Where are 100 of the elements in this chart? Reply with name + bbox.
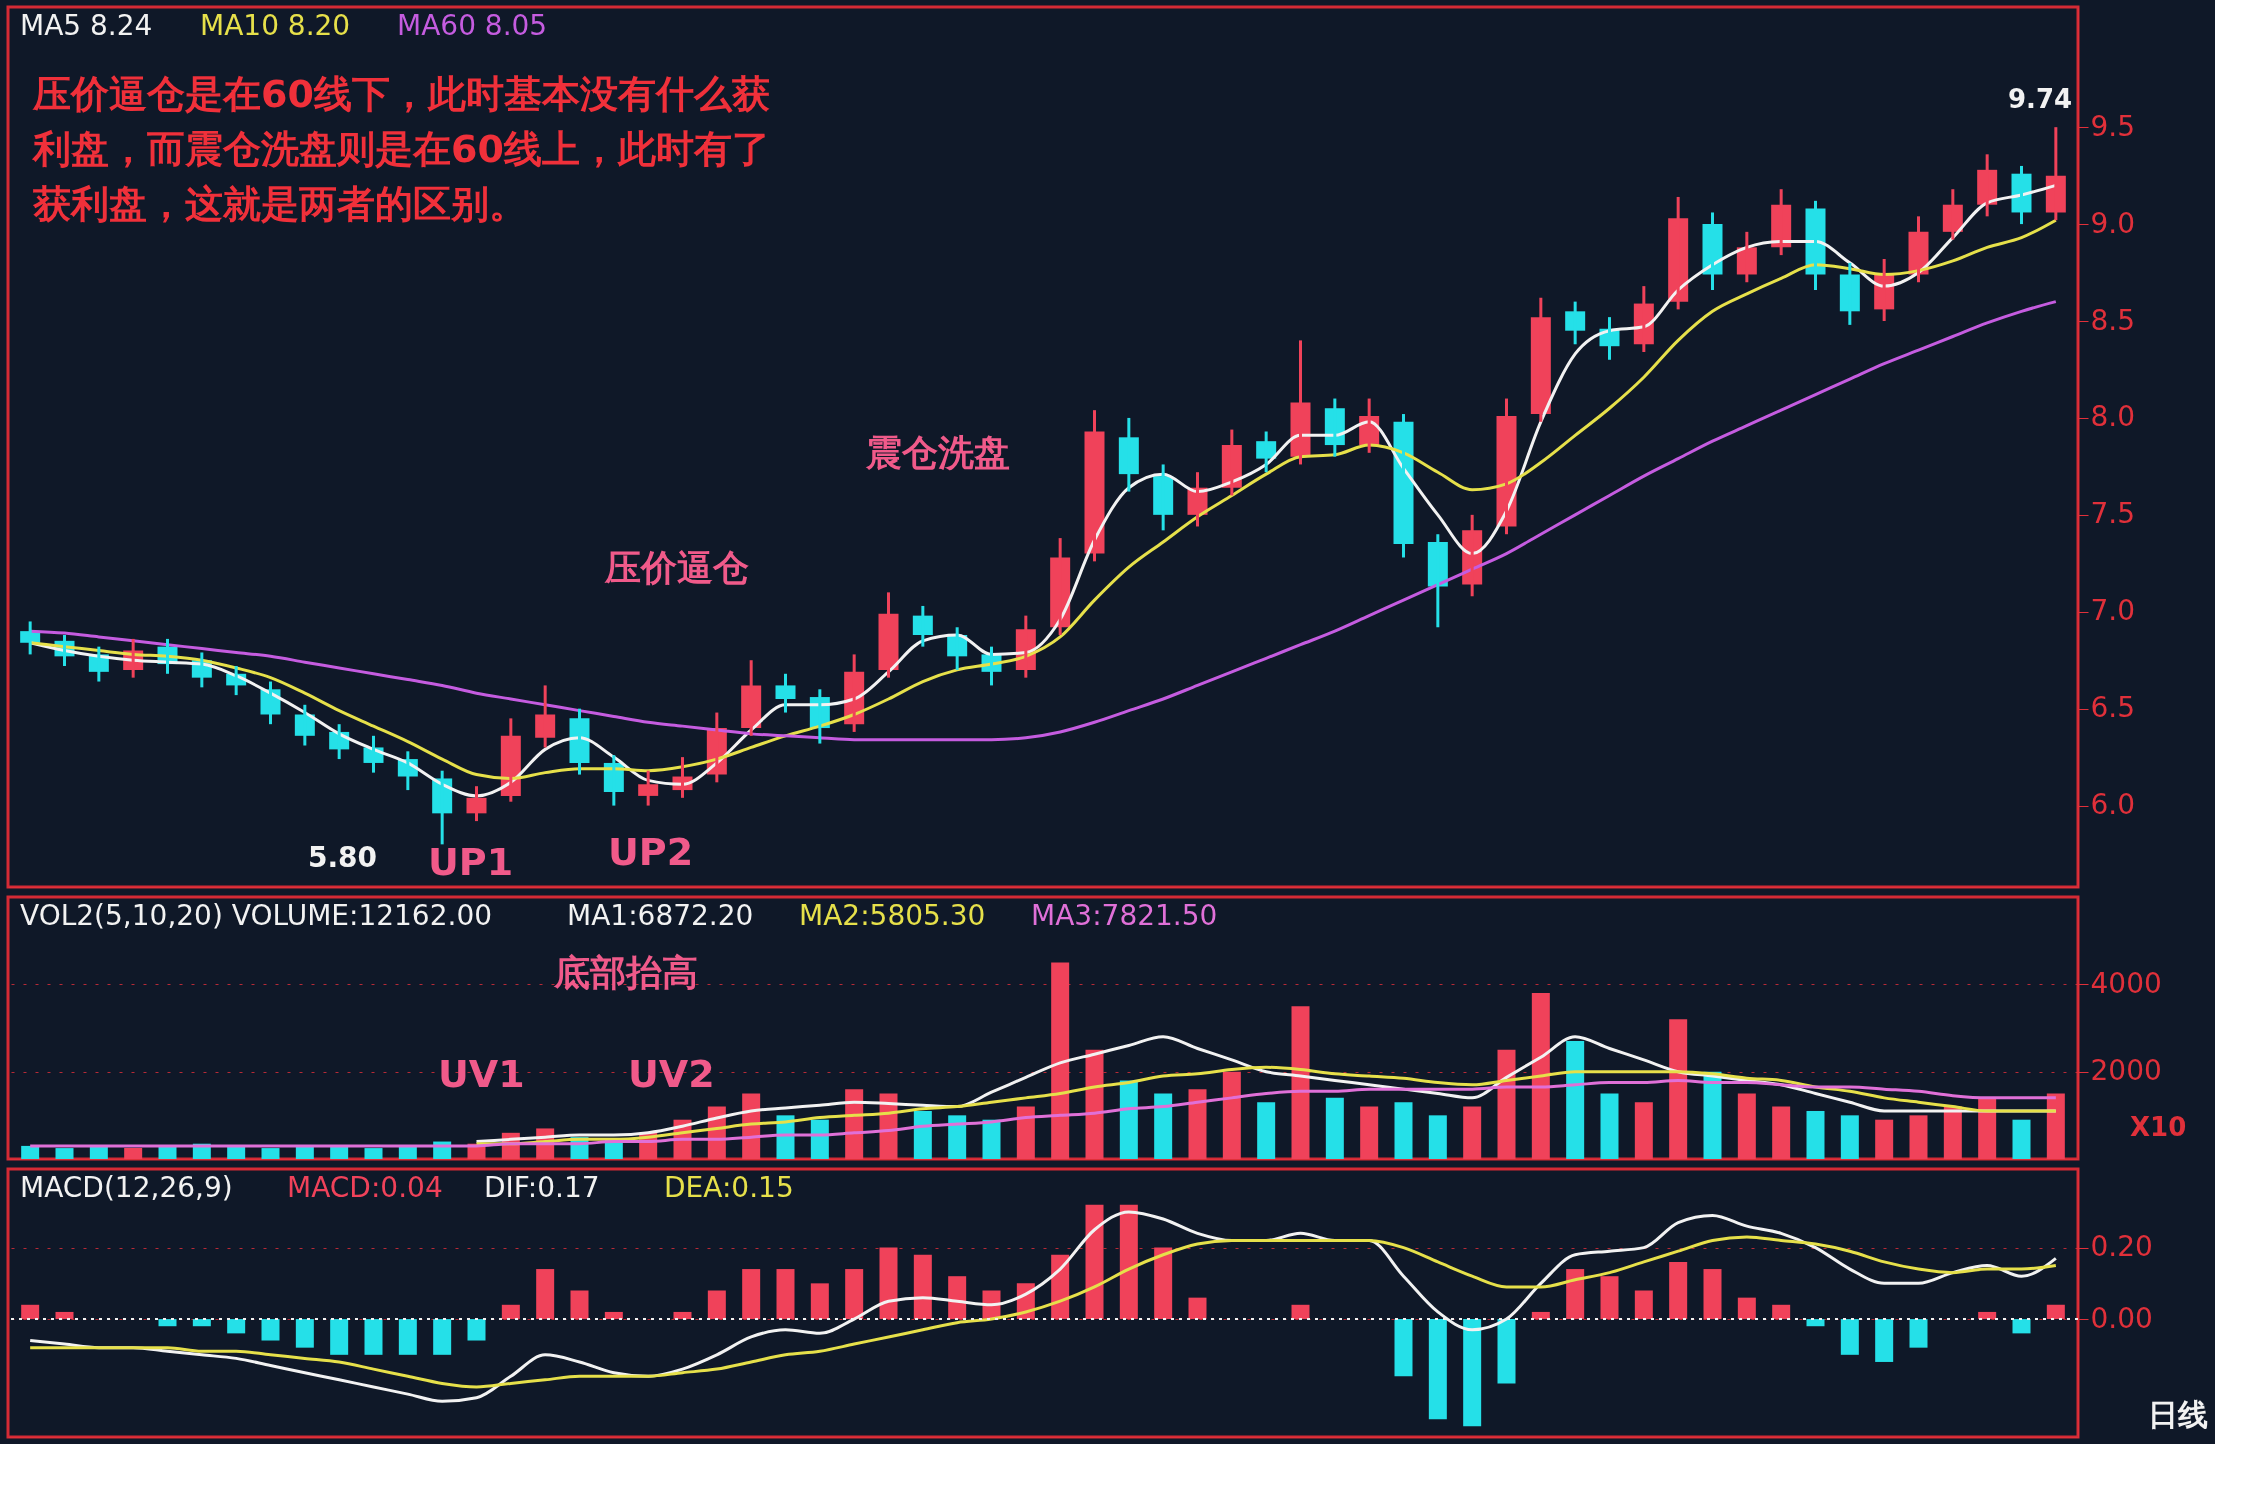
chart-title: MACD(12,26,9) [20, 1171, 233, 1204]
bar [1909, 1319, 1928, 1348]
bar [295, 1319, 314, 1348]
bar [776, 1269, 795, 1320]
bar [673, 1311, 692, 1320]
bar [330, 1145, 349, 1159]
annotation: 9.74 [2008, 84, 2073, 114]
bar [1119, 1204, 1138, 1320]
bar [707, 1290, 726, 1320]
bar [1188, 1297, 1207, 1320]
y-tick-label: 0.00 [2090, 1301, 2153, 1335]
bar [1291, 1006, 1310, 1159]
bar [1325, 1097, 1344, 1159]
text: MA2:5805.30 [799, 899, 986, 932]
bar [1669, 1261, 1688, 1320]
annotation: UV1 [438, 1052, 525, 1096]
line-series [28, 1235, 2058, 1389]
bar [398, 1319, 417, 1355]
text: X10 [2130, 1112, 2187, 1142]
bar [1394, 1319, 1413, 1377]
bar [1600, 1276, 1619, 1320]
bar [604, 1311, 623, 1320]
annotation: UP1 [428, 840, 514, 884]
bar [1806, 1319, 1825, 1327]
bar [1222, 1071, 1241, 1159]
bar [192, 1319, 211, 1327]
text: MA10 8.20 [200, 9, 351, 42]
bar [158, 1145, 177, 1159]
y-tick-label: 2000 [2090, 1054, 2162, 1088]
bar [1806, 1110, 1825, 1159]
annotation: 底部抬高 [553, 952, 698, 993]
bar [1634, 1102, 1653, 1159]
bar [261, 1148, 280, 1159]
bar [948, 1276, 967, 1320]
bar [1703, 1269, 1722, 1320]
bar [1497, 1319, 1516, 1384]
bar [982, 1119, 1001, 1159]
y-tick-label: 7.5 [2090, 497, 2136, 531]
bar [21, 1304, 40, 1320]
bar [433, 1319, 452, 1355]
bar [89, 1145, 108, 1159]
bar [810, 1119, 829, 1159]
bar [1291, 1304, 1310, 1320]
bar [1428, 1319, 1447, 1420]
bar [2046, 1304, 2065, 1320]
bar [1360, 1106, 1379, 1159]
annotation: UV2 [628, 1052, 715, 1096]
text: 日线 [2148, 1397, 2208, 1432]
chart-title: VOL2(5,10,20) VOLUME:12162.00 [20, 899, 493, 932]
bar [330, 1319, 349, 1355]
y-tick-label: 4000 [2090, 966, 2162, 1000]
y-tick-label: 8.0 [2090, 400, 2136, 434]
bar [1051, 962, 1070, 1159]
bar [1634, 1290, 1653, 1320]
y-tick-label: 7.0 [2090, 594, 2136, 628]
bar [1737, 1297, 1756, 1320]
bar [1463, 1106, 1482, 1159]
bar [1154, 1247, 1173, 1320]
bar [1531, 1311, 1550, 1320]
bar [1566, 1269, 1585, 1320]
bar [158, 1319, 177, 1327]
bar [2046, 1093, 2065, 1159]
bar [570, 1290, 589, 1320]
text: DEA:0.15 [664, 1171, 794, 1204]
bar [1978, 1311, 1997, 1320]
bar [261, 1319, 280, 1341]
y-tick-label: 6.5 [2090, 691, 2136, 725]
y-tick-label: 9.5 [2090, 109, 2136, 143]
bar [501, 1304, 520, 1320]
bar [2012, 1119, 2031, 1159]
bar [1531, 993, 1550, 1159]
bar [21, 1145, 40, 1159]
bar [295, 1145, 314, 1159]
bar [1085, 1049, 1104, 1159]
bar [1669, 1019, 1688, 1159]
text: DIF:0.17 [484, 1171, 600, 1204]
text: MA5 8.24 [20, 9, 153, 42]
bar [879, 1247, 898, 1320]
bar [1428, 1115, 1447, 1159]
bar [227, 1319, 246, 1334]
bar [1085, 1204, 1104, 1320]
bar [948, 1115, 967, 1159]
bar [1943, 1106, 1962, 1159]
bar [845, 1269, 864, 1320]
bar [124, 1148, 143, 1159]
bar [1154, 1093, 1173, 1159]
bar [1463, 1319, 1482, 1427]
bar [55, 1311, 74, 1320]
bar [1772, 1106, 1791, 1159]
annotation: 5.80 [308, 841, 378, 874]
text: MA60 8.05 [397, 9, 548, 42]
bar [1394, 1102, 1413, 1159]
bar [810, 1283, 829, 1320]
annotation: 震仓洗盘 [865, 432, 1010, 473]
bar [1497, 1049, 1516, 1159]
text: MA3:7821.50 [1031, 899, 1218, 932]
text: MA1:6872.20 [567, 899, 754, 932]
annotation: UP2 [608, 830, 694, 874]
text: MACD:0.04 [287, 1171, 443, 1204]
y-tick-label: 8.5 [2090, 303, 2136, 337]
